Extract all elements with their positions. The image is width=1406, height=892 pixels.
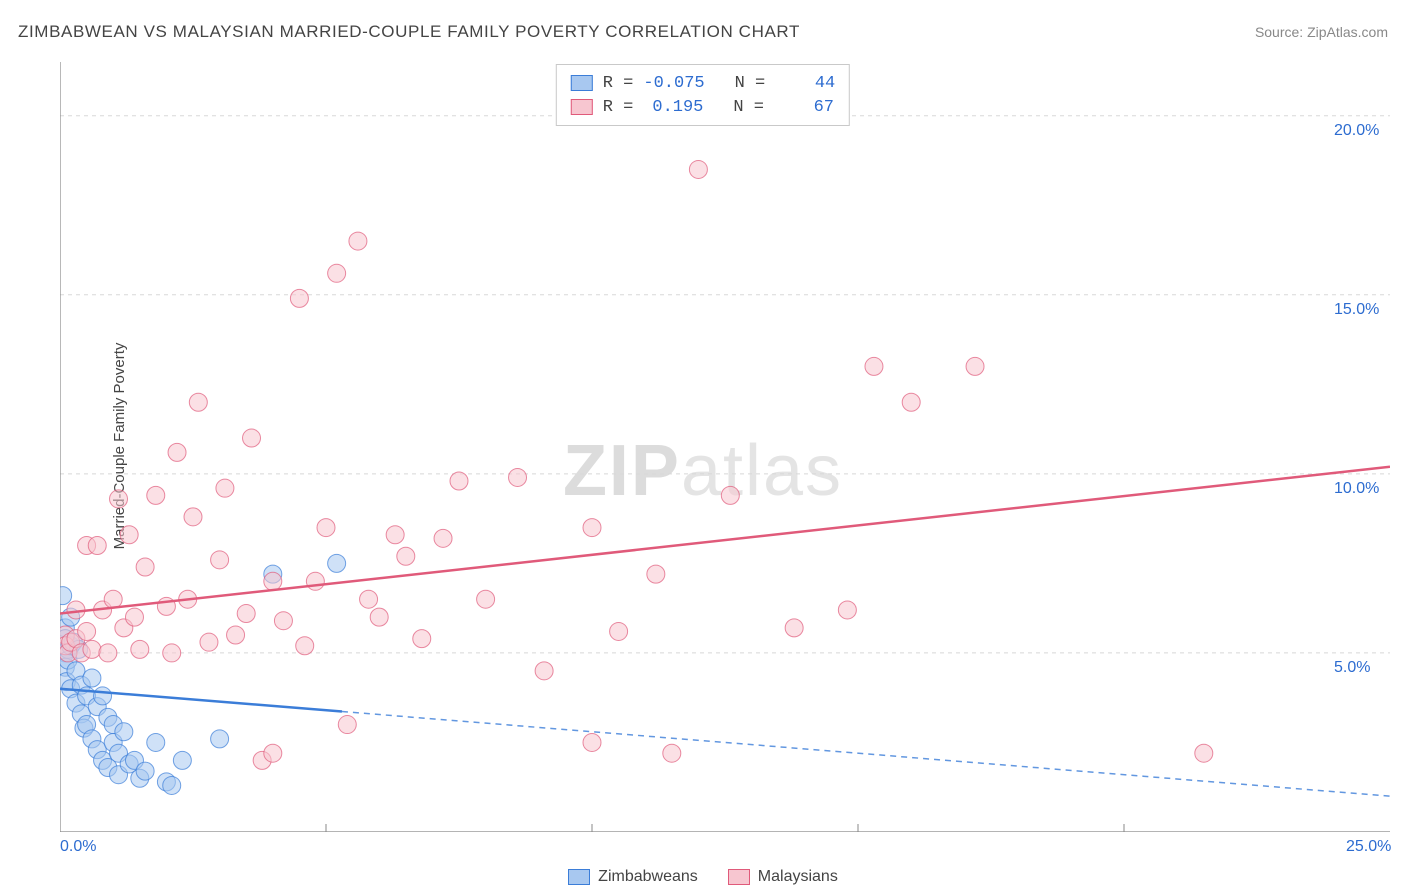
stat-label-r: R =	[603, 74, 634, 93]
title-row: ZIMBABWEAN VS MALAYSIAN MARRIED-COUPLE F…	[18, 22, 1388, 42]
x-tick-label: 25.0%	[1346, 838, 1391, 856]
swatch-zimbabweans-icon	[571, 75, 593, 91]
stat-label-r: R =	[603, 98, 634, 117]
y-tick-label: 10.0%	[1334, 480, 1379, 498]
stat-value-n: 67	[774, 98, 834, 117]
source-label: Source: ZipAtlas.com	[1255, 24, 1388, 40]
y-tick-label: 20.0%	[1334, 122, 1379, 140]
stat-label-n: N =	[733, 98, 764, 117]
swatch-malaysians-icon	[728, 869, 750, 885]
stat-value-r: 0.195	[643, 98, 703, 117]
y-tick-label: 15.0%	[1334, 301, 1379, 319]
stats-row: R = -0.075 N = 44	[571, 71, 835, 95]
legend-label: Malaysians	[758, 868, 838, 886]
swatch-malaysians-icon	[571, 99, 593, 115]
stats-row: R = 0.195 N = 67	[571, 95, 835, 119]
x-tick-label: 0.0%	[60, 838, 96, 856]
scatter-plot-svg	[60, 62, 1390, 832]
stat-value-r: -0.075	[643, 74, 704, 93]
stat-label-n: N =	[735, 74, 766, 93]
color-legend: Zimbabweans Malaysians	[0, 868, 1406, 886]
chart-container: ZIMBABWEAN VS MALAYSIAN MARRIED-COUPLE F…	[0, 0, 1406, 892]
legend-label: Zimbabweans	[598, 868, 698, 886]
plot-area	[60, 62, 1390, 837]
legend-item: Malaysians	[728, 868, 838, 886]
stats-legend-box: R = -0.075 N = 44 R = 0.195 N = 67	[556, 64, 850, 126]
y-tick-label: 5.0%	[1334, 659, 1370, 677]
swatch-zimbabweans-icon	[568, 869, 590, 885]
chart-title: ZIMBABWEAN VS MALAYSIAN MARRIED-COUPLE F…	[18, 22, 800, 42]
stat-value-n: 44	[775, 74, 835, 93]
legend-item: Zimbabweans	[568, 868, 698, 886]
